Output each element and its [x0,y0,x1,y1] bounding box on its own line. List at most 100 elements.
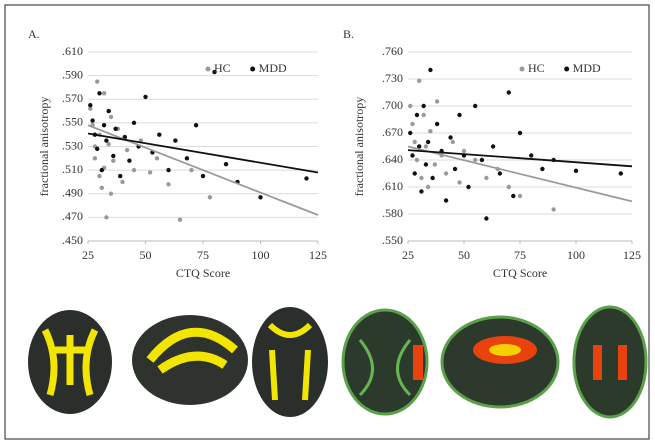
point [461,148,467,154]
point [430,175,435,181]
y-tick-label: .730 [382,71,403,85]
point [111,158,116,163]
y-axis-label: fractional anisotropy [352,97,366,197]
x-tick-label: 75 [197,248,209,262]
tract [358,339,412,397]
point [88,102,93,108]
point [450,139,455,145]
legend-marker [205,66,211,72]
x-tick-label: 125 [623,248,641,262]
point [106,108,111,114]
y-tick-label: .510 [62,162,83,176]
point [184,156,190,161]
point [189,167,194,173]
point [97,173,102,179]
point [414,112,420,118]
legend-label: HC [528,61,545,75]
point [127,158,132,163]
point [131,167,137,173]
trend-line [407,145,633,203]
point [143,94,148,100]
point [425,139,431,145]
point [419,175,424,181]
point [177,217,183,222]
point [412,139,417,145]
point [428,129,433,134]
tract [146,327,238,374]
point [573,168,579,173]
point [122,134,128,140]
brain-images [22,300,648,425]
point [490,144,496,149]
point [466,184,471,190]
y-tick-label: .470 [62,209,83,223]
point [432,162,438,167]
point [154,156,160,161]
point [457,180,462,185]
point [99,167,105,173]
x-axis-label: CTQ Score [176,266,230,280]
point [506,184,511,190]
point [408,103,413,109]
point [106,141,111,147]
point [618,171,623,176]
brain-coronal [341,308,429,416]
tract [267,322,313,401]
point [484,175,489,181]
legend-label: HC [214,61,231,75]
y-tick-label: .700 [382,98,403,112]
point [448,135,453,140]
point [423,162,429,167]
point [417,144,422,149]
point [173,138,178,143]
point [421,103,426,109]
point [410,121,415,127]
point [120,179,125,185]
point [258,195,263,200]
point [452,166,458,172]
point [95,146,100,152]
y-tick-label: .640 [382,152,403,166]
point [443,171,449,176]
point [412,171,417,176]
y-tick-label: .530 [62,138,83,152]
point [92,156,98,161]
x-tick-label: 125 [309,248,327,262]
point [419,189,424,194]
tract [41,328,99,396]
y-tick-label: .450 [62,233,83,247]
x-axis-label: CTQ Score [493,266,547,280]
y-tick-label: .670 [382,125,403,139]
point [423,144,429,149]
point [124,147,130,153]
point [434,121,440,127]
y-tick-label: .590 [62,67,83,81]
point [200,173,206,179]
point [166,182,171,187]
point [90,118,95,123]
point [421,112,426,118]
x-tick-label: 50 [458,248,470,262]
cluster [593,345,602,380]
point [101,123,107,128]
legend-label: MDD [259,61,287,75]
point [408,130,413,136]
panel-label: B. [343,27,354,41]
cluster-core [489,344,521,356]
point [517,130,523,136]
point [511,193,516,199]
x-tick-label: 100 [252,248,270,262]
point [113,126,118,131]
x-tick-label: 25 [402,248,414,262]
trend-line [407,149,633,168]
legend-marker [250,66,256,72]
point [540,166,545,172]
y-axis-label: fractional anisotropy [37,97,51,197]
y-tick-label: .580 [382,206,403,220]
x-tick-label: 25 [82,248,94,262]
x-tick-label: 50 [140,248,152,262]
point [551,207,556,212]
point [417,78,422,84]
